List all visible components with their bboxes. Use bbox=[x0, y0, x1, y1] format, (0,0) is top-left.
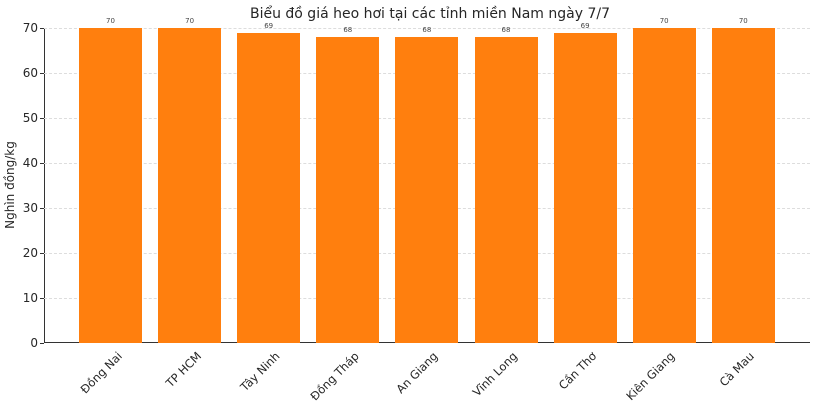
x-tick-label: TP HCM bbox=[162, 349, 204, 391]
y-tick-mark bbox=[40, 298, 44, 299]
y-tick-mark bbox=[40, 28, 44, 29]
bar bbox=[316, 37, 380, 343]
y-tick-label: 0 bbox=[30, 336, 38, 350]
bar bbox=[553, 32, 617, 343]
x-tick-label: Đồng Nai bbox=[77, 349, 125, 397]
bar-value-label: 69 bbox=[264, 21, 274, 30]
y-axis-line bbox=[44, 28, 45, 343]
gridline bbox=[44, 28, 810, 29]
y-tick-mark bbox=[40, 73, 44, 74]
y-tick-label: 20 bbox=[22, 246, 38, 260]
x-tick-label: Tây Ninh bbox=[237, 349, 283, 394]
bar-value-label: 68 bbox=[501, 26, 511, 34]
bar bbox=[395, 37, 459, 343]
y-tick-label: 10 bbox=[22, 291, 38, 305]
y-tick-label: 60 bbox=[22, 66, 38, 80]
x-tick-label: An Giang bbox=[393, 349, 441, 397]
y-tick-mark bbox=[40, 118, 44, 119]
bar bbox=[632, 28, 696, 343]
x-tick-label: Vĩnh Long bbox=[469, 349, 521, 400]
plot-area: 0 10 20 30 40 50 60 70 70 Đồng Nai 70 TP HCM 69 Tây N… bbox=[23, 17, 810, 403]
bar-value-label: 68 bbox=[343, 26, 353, 34]
bar-value-label: 70 bbox=[106, 17, 115, 25]
x-tick-label: Cần Thơ bbox=[555, 349, 600, 393]
x-tick-label: Kiên Giang bbox=[623, 349, 678, 404]
y-axis-label: Nghìn đồng/kg bbox=[3, 141, 17, 229]
y-tick-mark bbox=[40, 163, 44, 164]
y-tick-mark bbox=[40, 343, 44, 344]
y-tick-mark bbox=[40, 208, 44, 209]
y-tick-mark bbox=[40, 253, 44, 254]
y-tick-label: 40 bbox=[22, 156, 38, 170]
y-tick-label: 30 bbox=[22, 201, 38, 215]
bar-value-label: 70 bbox=[185, 17, 195, 25]
bar bbox=[158, 28, 222, 343]
chart-title: Biểu đồ giá heo hơi tại các tỉnh miền Na… bbox=[249, 6, 611, 22]
bar bbox=[474, 37, 538, 343]
bar-value-label: 70 bbox=[659, 17, 669, 25]
x-tick-label: Cà Mau bbox=[716, 349, 758, 390]
bar-value-label: 70 bbox=[738, 17, 748, 25]
y-tick-label: 50 bbox=[22, 111, 38, 125]
bar bbox=[237, 32, 301, 343]
bar bbox=[79, 28, 142, 343]
x-tick-label: Đồng Tháp bbox=[307, 349, 362, 404]
bar-value-label: 69 bbox=[580, 21, 590, 30]
bar-value-label: 68 bbox=[422, 26, 432, 34]
y-tick-label: 70 bbox=[22, 21, 38, 35]
bar bbox=[711, 28, 775, 343]
